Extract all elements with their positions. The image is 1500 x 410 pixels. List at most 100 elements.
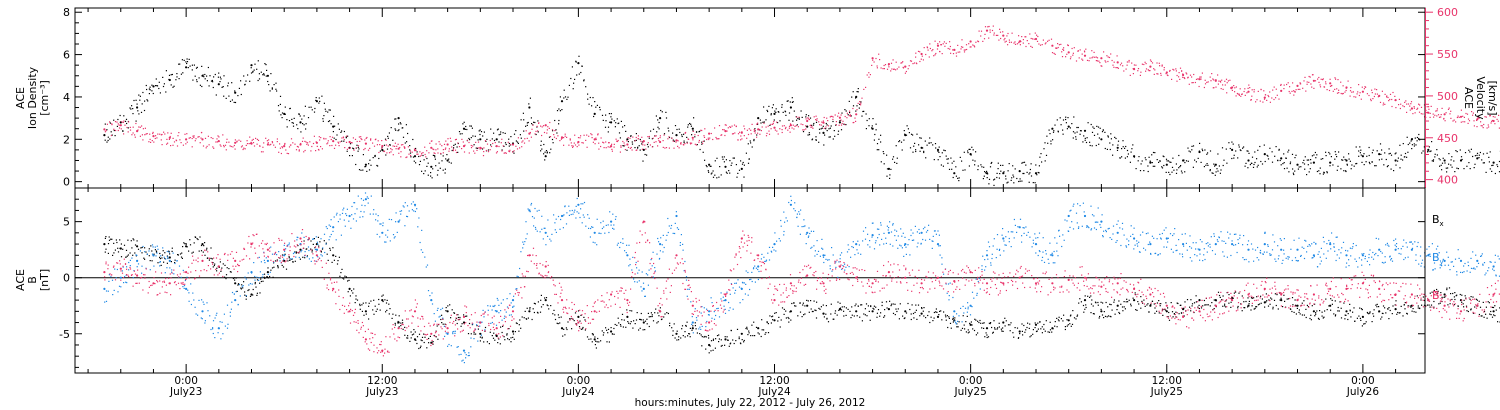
- scatter-dot: [1222, 164, 1224, 167]
- scatter-dot: [1052, 328, 1054, 330]
- scatter-dot: [1016, 177, 1018, 180]
- scatter-dot: [929, 137, 931, 139]
- scatter-dot: [104, 251, 106, 253]
- scatter-dot: [1347, 318, 1349, 321]
- scatter-dot: [1245, 300, 1247, 303]
- scatter-dot: [418, 164, 421, 166]
- data-point: [528, 106, 531, 109]
- scatter-dot: [755, 326, 758, 328]
- scatter-dot: [1014, 168, 1016, 170]
- scatter-dot: [1254, 151, 1256, 153]
- scatter-dot: [1012, 174, 1014, 176]
- scatter-dot: [212, 262, 214, 264]
- scatter-dot: [1159, 160, 1161, 162]
- scatter-dot: [871, 64, 873, 66]
- scatter-dot: [1044, 43, 1046, 45]
- scatter-dot: [694, 322, 696, 324]
- scatter-dot: [1012, 332, 1014, 334]
- scatter-dot: [767, 332, 770, 334]
- scatter-dot: [142, 128, 144, 130]
- scatter-dot: [696, 332, 698, 334]
- scatter-dot: [549, 152, 551, 154]
- scatter-dot: [1339, 301, 1341, 303]
- scatter-dot: [1225, 78, 1228, 80]
- scatter-dot: [413, 329, 415, 331]
- scatter-dot: [191, 146, 193, 148]
- scatter-dot: [1420, 106, 1423, 108]
- scatter-dot: [882, 151, 884, 153]
- scatter-dot: [849, 112, 851, 114]
- scatter-dot: [288, 120, 291, 122]
- scatter-dot: [978, 30, 980, 32]
- scatter-dot: [1183, 315, 1185, 317]
- scatter-dot: [657, 321, 659, 323]
- scatter-dot: [185, 143, 187, 145]
- scatter-dot: [1215, 86, 1217, 88]
- scatter-dot: [106, 129, 108, 131]
- scatter-dot: [111, 134, 113, 136]
- scatter-dot: [1483, 123, 1485, 126]
- data-point: [1329, 161, 1332, 164]
- scatter-dot: [850, 115, 852, 117]
- scatter-dot: [433, 152, 435, 154]
- scatter-dot: [982, 322, 984, 324]
- scatter-dot: [761, 126, 763, 128]
- scatter-dot: [1129, 161, 1131, 163]
- scatter-dot: [1073, 116, 1075, 118]
- scatter-dot: [1200, 161, 1202, 163]
- scatter-dot: [1100, 301, 1102, 303]
- data-point: [855, 310, 858, 313]
- scatter-dot: [1303, 159, 1305, 161]
- scatter-dot: [1050, 140, 1052, 142]
- scatter-dot: [332, 131, 334, 133]
- scatter-dot: [229, 100, 232, 102]
- scatter-dot: [1360, 319, 1362, 321]
- data-point: [1002, 34, 1005, 37]
- scatter-dot: [753, 140, 755, 142]
- scatter-dot: [1334, 151, 1336, 153]
- scatter-dot: [699, 148, 701, 151]
- scatter-dot: [1109, 148, 1111, 151]
- scatter-dot: [1310, 314, 1312, 316]
- scatter-dot: [193, 136, 195, 139]
- scatter-dot: [199, 84, 201, 86]
- scatter-dot: [1066, 53, 1068, 55]
- scatter-dot: [1091, 50, 1093, 52]
- scatter-dot: [201, 65, 203, 67]
- scatter-dot: [1340, 168, 1342, 170]
- scatter-dot: [203, 245, 205, 247]
- scatter-dot: [816, 118, 818, 120]
- scatter-dot: [1347, 80, 1349, 82]
- data-point: [887, 308, 891, 311]
- scatter-dot: [946, 315, 948, 317]
- scatter-dot: [1432, 113, 1434, 115]
- scatter-dot: [883, 153, 885, 155]
- scatter-dot: [1413, 143, 1415, 145]
- scatter-dot: [1171, 171, 1173, 173]
- scatter-dot: [1075, 60, 1078, 62]
- scatter-dot: [773, 120, 775, 123]
- scatter-dot: [1269, 303, 1271, 305]
- scatter-dot: [750, 335, 752, 337]
- scatter-dot: [104, 131, 106, 133]
- scatter-dot: [1451, 156, 1453, 158]
- scatter-dot: [419, 160, 421, 162]
- scatter-dot: [1183, 160, 1185, 162]
- scatter-dot: [210, 257, 212, 259]
- scatter-dot: [1110, 53, 1112, 55]
- scatter-dot: [808, 134, 811, 136]
- scatter-dot: [244, 83, 246, 85]
- scatter-dot: [991, 161, 993, 164]
- scatter-dot: [843, 315, 845, 317]
- scatter-dot: [1211, 172, 1213, 174]
- scatter-dot: [1466, 113, 1469, 115]
- scatter-dot: [844, 123, 846, 126]
- scatter-dot: [1043, 148, 1045, 150]
- scatter-dot: [718, 341, 720, 343]
- scatter-dot: [1269, 147, 1271, 149]
- scatter-dot: [330, 123, 332, 125]
- scatter-dot: [1238, 94, 1240, 96]
- scatter-dot: [1411, 144, 1413, 146]
- scatter-dot: [1263, 98, 1266, 100]
- bottom-panel: -505 ACE B [nT] Bx By Bz: [14, 187, 1500, 374]
